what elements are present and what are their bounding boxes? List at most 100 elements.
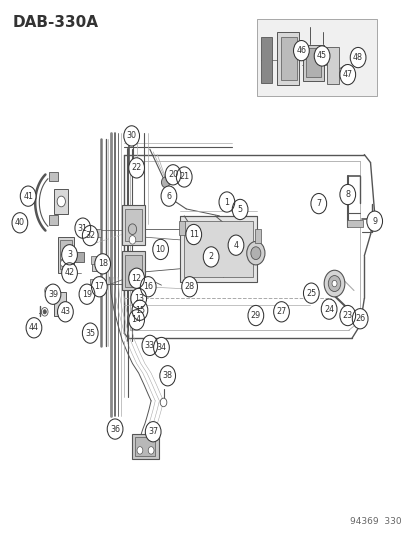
Circle shape	[137, 447, 142, 454]
Circle shape	[153, 337, 169, 358]
Circle shape	[79, 284, 95, 304]
Text: 12: 12	[131, 274, 141, 282]
Circle shape	[78, 221, 83, 229]
Text: 15: 15	[135, 306, 145, 314]
Bar	[54, 292, 66, 316]
Text: 26: 26	[354, 314, 364, 323]
Circle shape	[339, 64, 355, 85]
Text: 23: 23	[342, 311, 352, 320]
Bar	[326, 47, 338, 84]
Text: 1: 1	[224, 198, 229, 206]
Circle shape	[218, 192, 234, 212]
Text: 7: 7	[316, 199, 320, 208]
Text: DAB-330A: DAB-330A	[12, 15, 98, 30]
Circle shape	[20, 186, 36, 206]
Circle shape	[313, 46, 329, 66]
Circle shape	[128, 268, 144, 288]
Text: 17: 17	[94, 282, 104, 291]
Circle shape	[161, 177, 169, 188]
Bar	[306, 48, 320, 77]
Circle shape	[83, 231, 88, 238]
Text: 6: 6	[166, 192, 171, 200]
Text: 30: 30	[126, 132, 136, 140]
Bar	[302, 45, 323, 81]
Circle shape	[303, 283, 318, 303]
Text: 34: 34	[156, 343, 166, 352]
Circle shape	[107, 419, 123, 439]
Text: 19: 19	[82, 290, 92, 298]
Bar	[91, 256, 101, 264]
Text: 43: 43	[60, 308, 70, 316]
Text: 36: 36	[110, 425, 120, 433]
Text: 40: 40	[15, 219, 25, 227]
Bar	[58, 237, 74, 273]
Bar	[63, 265, 70, 278]
Circle shape	[132, 300, 147, 320]
Bar	[125, 209, 141, 241]
Text: 14: 14	[131, 316, 141, 324]
Bar	[184, 221, 252, 277]
Circle shape	[60, 254, 65, 260]
Text: 94369  330: 94369 330	[349, 516, 401, 526]
Text: 3: 3	[67, 251, 72, 259]
Circle shape	[185, 224, 201, 245]
Circle shape	[128, 310, 144, 330]
Text: 13: 13	[133, 294, 143, 303]
Text: 33: 33	[145, 341, 154, 350]
Circle shape	[339, 305, 355, 326]
Circle shape	[273, 302, 289, 322]
Circle shape	[246, 241, 264, 265]
Text: 29: 29	[250, 311, 260, 320]
Circle shape	[91, 277, 107, 297]
Circle shape	[62, 245, 77, 265]
Bar	[90, 279, 98, 289]
Text: 44: 44	[29, 324, 39, 332]
Bar	[276, 32, 299, 85]
Circle shape	[165, 165, 180, 185]
Circle shape	[57, 196, 65, 207]
Circle shape	[129, 236, 135, 244]
Text: 42: 42	[64, 269, 74, 277]
Text: 21: 21	[179, 173, 189, 181]
Bar	[91, 229, 101, 237]
Circle shape	[320, 299, 336, 319]
Text: 9: 9	[371, 217, 376, 225]
Circle shape	[323, 270, 344, 297]
Circle shape	[310, 193, 326, 214]
Bar	[122, 251, 145, 290]
Circle shape	[232, 199, 247, 220]
Circle shape	[142, 335, 157, 356]
Text: 10: 10	[155, 245, 165, 254]
Bar	[260, 37, 272, 83]
Circle shape	[128, 158, 144, 178]
Circle shape	[129, 270, 135, 279]
Circle shape	[366, 211, 382, 231]
Circle shape	[12, 213, 28, 233]
Text: 45: 45	[316, 52, 326, 60]
Circle shape	[203, 247, 218, 267]
Bar	[131, 434, 158, 459]
Text: 37: 37	[148, 427, 158, 436]
Text: 31: 31	[78, 224, 88, 232]
Bar	[178, 221, 185, 235]
Circle shape	[95, 254, 110, 274]
Circle shape	[351, 309, 367, 329]
Bar	[134, 437, 155, 456]
Circle shape	[41, 308, 48, 316]
Text: 11: 11	[188, 230, 198, 239]
Circle shape	[368, 222, 375, 231]
Text: 16: 16	[143, 282, 153, 291]
Circle shape	[247, 305, 263, 326]
Text: 48: 48	[352, 53, 362, 62]
Circle shape	[250, 247, 260, 260]
Text: 27: 27	[276, 308, 286, 316]
Circle shape	[331, 280, 336, 287]
Text: 25: 25	[306, 289, 316, 297]
Circle shape	[57, 302, 73, 322]
Text: 47: 47	[342, 70, 352, 79]
Text: 39: 39	[48, 290, 58, 298]
Text: 2: 2	[208, 253, 213, 261]
Circle shape	[293, 41, 309, 61]
Text: 38: 38	[162, 372, 172, 380]
Bar	[254, 229, 260, 243]
